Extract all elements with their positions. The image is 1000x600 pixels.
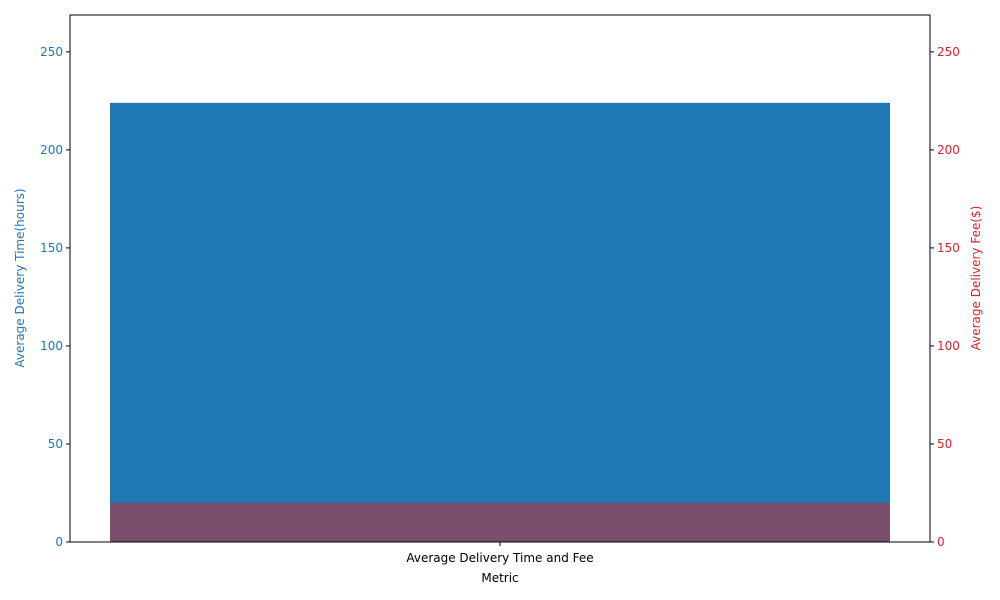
left-tick-label: 200	[40, 143, 63, 157]
right-tick-label: 150	[937, 241, 960, 255]
right-axis-ticks: 0 50 100 150 200 250	[930, 45, 960, 549]
left-axis-ticks: 0 50 100 150 200 250	[40, 45, 70, 549]
right-tick-label: 250	[937, 45, 960, 59]
left-tick-label: 50	[48, 437, 63, 451]
x-axis-ticks: Average Delivery Time and Fee	[406, 542, 594, 565]
left-tick-label: 250	[40, 45, 63, 59]
left-axis-title: Average Delivery Time(hours)	[13, 188, 27, 367]
left-tick-label: 150	[40, 241, 63, 255]
right-tick-label: 0	[937, 535, 945, 549]
right-tick-label: 200	[937, 143, 960, 157]
left-tick-label: 0	[55, 535, 63, 549]
bar-delivery-time	[109, 102, 891, 542]
plot-area	[69, 14, 931, 543]
left-tick-label: 100	[40, 339, 63, 353]
x-axis-title: Metric	[481, 571, 518, 585]
right-axis-title: Average Delivery Fee($)	[969, 206, 983, 351]
x-tick-label: Average Delivery Time and Fee	[406, 551, 593, 565]
bars	[109, 102, 891, 542]
right-tick-label: 50	[937, 437, 952, 451]
bar-delivery-fee	[109, 502, 891, 542]
right-tick-label: 100	[937, 339, 960, 353]
